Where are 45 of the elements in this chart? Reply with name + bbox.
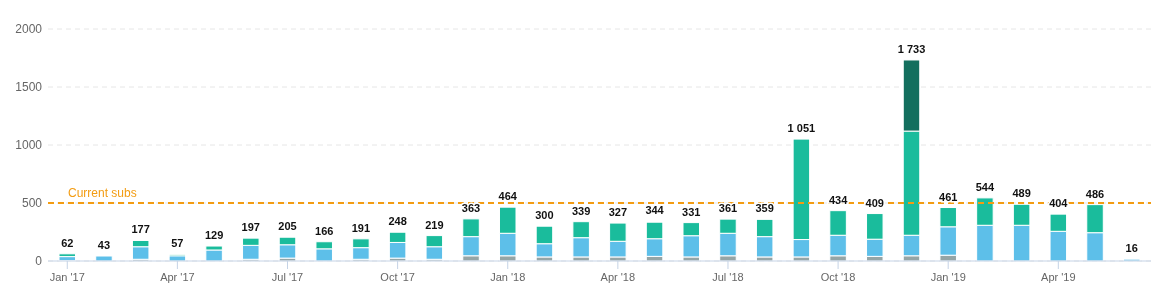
x-tick-label: Apr '19 xyxy=(1041,271,1076,283)
total-label: 1 051 xyxy=(787,122,816,135)
total-label: 327 xyxy=(608,206,628,219)
total-label: 339 xyxy=(571,204,591,217)
x-tick-label: Oct '17 xyxy=(380,271,415,283)
total-label: 464 xyxy=(498,190,518,203)
total-label: 43 xyxy=(97,239,111,252)
total-label: 361 xyxy=(718,202,738,215)
total-label: 197 xyxy=(241,221,260,234)
y-tick-label: 1500 xyxy=(15,80,43,95)
x-tick-label: Jul '18 xyxy=(712,271,744,283)
total-label: 205 xyxy=(278,220,297,233)
x-tick-label: Apr '18 xyxy=(600,271,636,283)
total-label: 461 xyxy=(939,190,958,203)
total-label: 166 xyxy=(315,224,334,237)
x-tick-label: Jan '18 xyxy=(490,271,526,283)
total-label: 331 xyxy=(682,205,701,218)
y-tick-label: 2000 xyxy=(15,22,43,37)
total-label: 248 xyxy=(388,215,407,228)
x-tick-label: Apr '17 xyxy=(160,271,195,283)
total-label: 359 xyxy=(755,202,774,215)
total-label: 434 xyxy=(828,193,849,206)
y-tick-label: 0 xyxy=(35,254,43,269)
total-label: 363 xyxy=(461,201,481,214)
y-tick-label: 1000 xyxy=(15,138,43,153)
total-label: 219 xyxy=(425,218,444,231)
total-label: 1 733 xyxy=(897,42,926,55)
total-label: 16 xyxy=(1125,242,1138,255)
total-label: 62 xyxy=(61,236,74,249)
x-tick-label: Oct '18 xyxy=(820,271,856,283)
y-tick-label: 500 xyxy=(21,196,43,211)
total-label: 177 xyxy=(131,223,150,236)
total-label: 489 xyxy=(1012,187,1031,200)
total-label: 57 xyxy=(171,237,184,250)
x-tick-label: Jan '19 xyxy=(930,271,966,283)
total-label: 486 xyxy=(1085,187,1105,200)
x-tick-label: Jul '17 xyxy=(271,271,304,283)
total-label: 344 xyxy=(645,204,665,217)
total-label: 191 xyxy=(351,221,371,234)
total-label: 544 xyxy=(975,180,995,193)
total-label: 300 xyxy=(535,209,554,222)
total-label: 404 xyxy=(1049,197,1069,210)
x-tick-label: Jan '17 xyxy=(49,271,85,283)
total-label: 129 xyxy=(204,229,224,242)
ref-line-label: Current subs xyxy=(68,186,137,200)
